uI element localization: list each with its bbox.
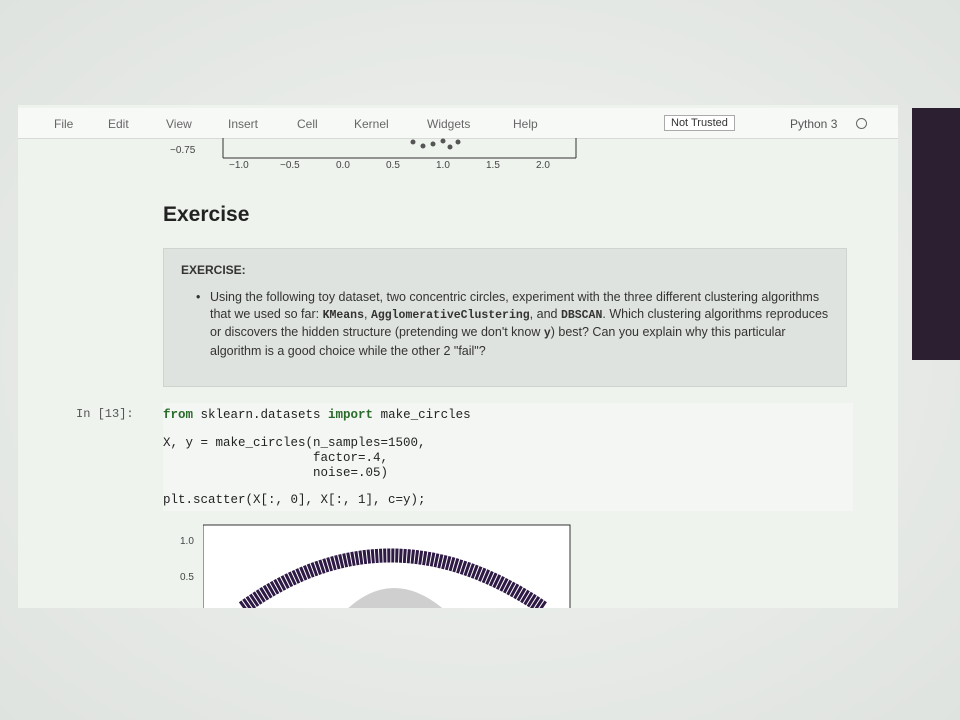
- exercise-text: Using the following toy dataset, two con…: [196, 289, 830, 359]
- menu-bar: File Edit View Insert Cell Kernel Widget…: [18, 108, 898, 139]
- y-tick-label: 1.0: [180, 536, 194, 547]
- kernel-name[interactable]: Python 3: [790, 117, 838, 131]
- trust-badge[interactable]: Not Trusted: [664, 115, 735, 131]
- heading: Exercise: [163, 203, 250, 226]
- code-line: plt.scatter(X[:, 0], X[:, 1], c=y);: [163, 493, 426, 507]
- plot-fragment: [222, 138, 577, 159]
- text: . Which clustering algorithms reproduces…: [210, 306, 829, 340]
- code-span: AgglomerativeClustering: [370, 308, 530, 322]
- menu-item[interactable]: View: [166, 117, 192, 131]
- x-tick-label: −1.0: [229, 160, 249, 171]
- code-line: X, y = make_circles(n_samples=1500,: [163, 436, 426, 450]
- exercise-label: EXERCISE:: [181, 263, 246, 277]
- x-tick-label: 0.0: [336, 160, 350, 171]
- x-tick-label: 0.5: [386, 160, 400, 171]
- menu-item[interactable]: File: [54, 117, 74, 131]
- menu-item[interactable]: Cell: [297, 117, 318, 131]
- code-span: DBSCAN: [560, 308, 603, 322]
- code: sklearn.datasets: [193, 408, 329, 422]
- x-tick-label: −0.5: [280, 160, 300, 171]
- code-line: factor=.4,: [163, 451, 389, 465]
- keyword: import: [328, 408, 374, 422]
- text: ) best? Can you explain why this particu…: [210, 325, 786, 358]
- code: make_circles: [373, 408, 471, 422]
- text: ,: [363, 306, 371, 321]
- outer-ring: [238, 548, 547, 608]
- y-tick-label: −0.75: [170, 145, 196, 156]
- side-window: [912, 108, 960, 360]
- code-line: from sklearn.datasets import make_circle…: [163, 408, 471, 422]
- menu-item[interactable]: Widgets: [427, 117, 471, 131]
- keyword: from: [163, 408, 194, 422]
- menu-item[interactable]: Insert: [228, 117, 259, 131]
- code-cell[interactable]: from sklearn.datasets import make_circle…: [163, 403, 853, 511]
- text: , and: [529, 306, 561, 321]
- x-tick-label: 2.0: [536, 160, 550, 171]
- exercise-box: EXERCISE: Using the following toy datase…: [163, 248, 847, 387]
- code-span: KMeans: [322, 308, 364, 322]
- code-span: y: [543, 327, 551, 340]
- menu-item[interactable]: Edit: [108, 117, 129, 131]
- menu-item[interactable]: Help: [513, 117, 538, 131]
- scatter-output: [203, 524, 571, 608]
- x-tick-label: 1.5: [486, 160, 500, 171]
- cell-prompt: In [13]:: [76, 407, 134, 421]
- menu-item[interactable]: Kernel: [354, 117, 389, 131]
- points: [410, 138, 461, 150]
- x-tick-label: 1.0: [436, 160, 450, 171]
- y-tick-label: 0.5: [180, 572, 194, 583]
- kernel-status: [856, 118, 867, 129]
- inner-ring: [348, 588, 443, 608]
- text: Using the following toy dataset, two con…: [210, 290, 820, 321]
- code-line: noise=.05): [163, 466, 389, 480]
- notebook: File Edit View Insert Cell Kernel Widget…: [18, 105, 898, 608]
